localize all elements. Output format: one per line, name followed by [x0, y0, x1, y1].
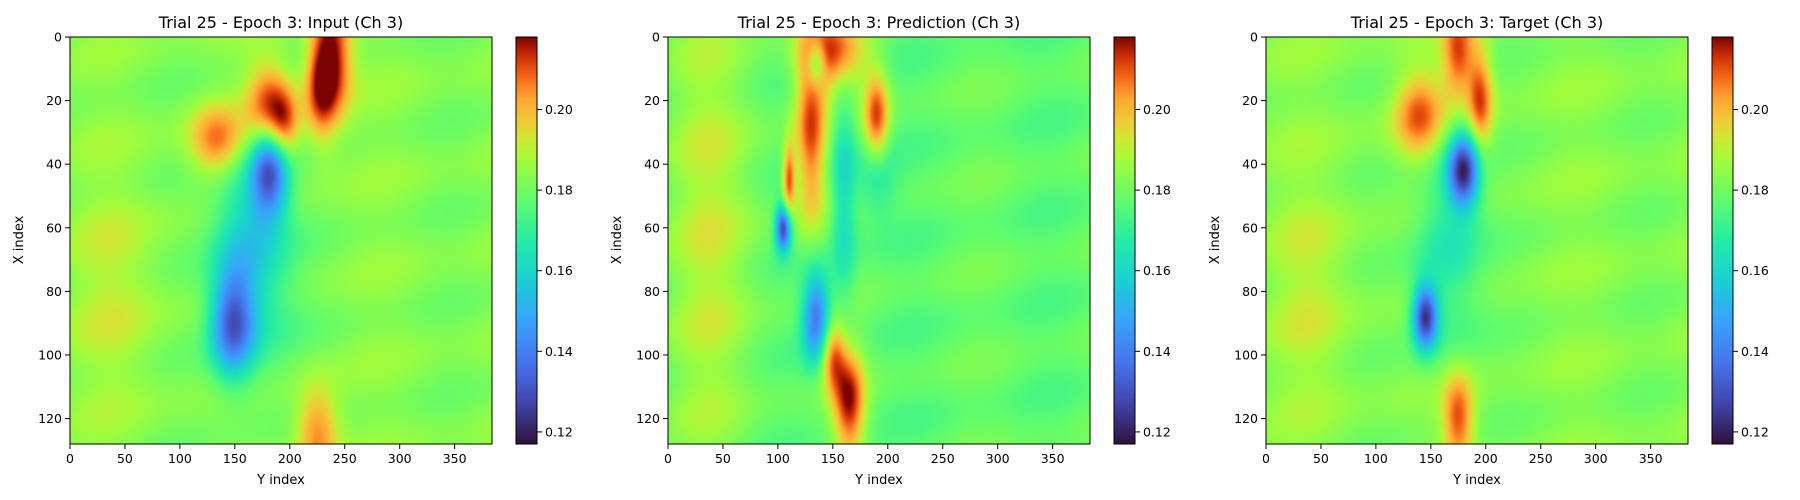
- y-tick-label: 0: [652, 30, 660, 45]
- x-axis-label: Y index: [256, 473, 305, 488]
- y-tick-label: 100: [38, 347, 62, 362]
- y-tick-label: 0: [54, 30, 62, 45]
- y-tick-label: 80: [1242, 284, 1258, 299]
- heatmap-image: [1266, 37, 1688, 444]
- y-tick-label: 120: [636, 411, 660, 426]
- x-tick-label: 0: [66, 451, 74, 466]
- x-tick-label: 50: [117, 451, 133, 466]
- panel-title: Trial 25 - Epoch 3: Target (Ch 3): [1350, 13, 1603, 32]
- colorbar-tick-label: 0.18: [1143, 183, 1171, 198]
- colorbar-tick-label: 0.16: [545, 263, 573, 278]
- x-axis-label: Y index: [1452, 473, 1501, 488]
- panel-title: Trial 25 - Epoch 3: Prediction (Ch 3): [737, 13, 1020, 32]
- colorbar-tick-label: 0.20: [545, 102, 573, 117]
- x-tick-label: 300: [388, 451, 412, 466]
- x-tick-label: 50: [715, 451, 731, 466]
- colorbar-tick-label: 0.14: [1143, 344, 1171, 359]
- colorbar-tick-label: 0.18: [545, 183, 573, 198]
- x-tick-label: 0: [1262, 451, 1270, 466]
- x-tick-label: 100: [766, 451, 790, 466]
- y-tick-label: 60: [1242, 220, 1258, 235]
- x-tick-label: 250: [333, 451, 357, 466]
- x-tick-label: 100: [168, 451, 192, 466]
- colorbar: 0.12 0.14 0.16 0.18 0.20: [1113, 36, 1171, 445]
- plot-frame: [69, 36, 493, 445]
- x-tick-label: 350: [443, 451, 467, 466]
- colorbar-tick-label: 0.12: [1741, 424, 1769, 439]
- colorbar-frame: [515, 36, 538, 445]
- x-tick-label: 100: [1364, 451, 1388, 466]
- colorbar-tick-label: 0.14: [545, 344, 573, 359]
- x-tick-label: 50: [1313, 451, 1329, 466]
- y-tick-label: 20: [46, 93, 62, 108]
- x-tick-label: 350: [1639, 451, 1663, 466]
- x-tick-label: 150: [1419, 451, 1443, 466]
- colorbar-tick-label: 0.12: [545, 424, 573, 439]
- x-tick-label: 150: [223, 451, 247, 466]
- y-tick-label: 60: [644, 220, 660, 235]
- y-ticks: 0 20 40 60 80 100 120: [1234, 30, 1266, 426]
- y-tick-label: 40: [644, 157, 660, 172]
- y-tick-label: 100: [1234, 347, 1258, 362]
- colorbar-gradient: [516, 37, 537, 444]
- x-tick-label: 0: [664, 451, 672, 466]
- colorbar-tick-label: 0.20: [1143, 102, 1171, 117]
- colorbar-tick-label: 0.20: [1741, 102, 1769, 117]
- x-tick-label: 300: [1584, 451, 1608, 466]
- colorbar: 0.12 0.14 0.16 0.18 0.20: [515, 36, 573, 445]
- y-tick-label: 0: [1250, 30, 1258, 45]
- panel-target: Trial 25 - Epoch 3: Target (Ch 3) 0 50 100…: [1208, 13, 1769, 488]
- heatmap-image: [668, 37, 1090, 444]
- colorbar-tick-label: 0.18: [1741, 183, 1769, 198]
- y-tick-label: 40: [1242, 157, 1258, 172]
- x-ticks: 0 50 100 150 200 250 300 350: [1262, 444, 1663, 466]
- panel-title: Trial 25 - Epoch 3: Input (Ch 3): [158, 13, 403, 32]
- y-axis-label: X index: [1208, 215, 1223, 264]
- y-ticks: 0 20 40 60 80 100 120: [38, 30, 70, 426]
- y-tick-label: 20: [644, 93, 660, 108]
- y-tick-label: 80: [46, 284, 62, 299]
- x-tick-label: 350: [1041, 451, 1065, 466]
- x-tick-label: 200: [876, 451, 900, 466]
- y-tick-label: 40: [46, 157, 62, 172]
- y-axis-label: X index: [610, 215, 625, 264]
- y-tick-label: 120: [38, 411, 62, 426]
- colorbar-gradient: [1712, 37, 1733, 444]
- y-ticks: 0 20 40 60 80 100 120: [636, 30, 668, 426]
- x-tick-label: 250: [931, 451, 955, 466]
- colorbar-frame: [1113, 36, 1136, 445]
- colorbar-frame: [1711, 36, 1734, 445]
- plot-frame: [1265, 36, 1689, 445]
- x-ticks: 0 50 100 150 200 250 300 350: [664, 444, 1065, 466]
- x-tick-label: 200: [278, 451, 302, 466]
- y-tick-label: 120: [1234, 411, 1258, 426]
- colorbar-tick-label: 0.14: [1741, 344, 1769, 359]
- panel-prediction: Trial 25 - Epoch 3: Prediction (Ch 3) 0 5…: [610, 13, 1171, 488]
- colorbar-tick-label: 0.12: [1143, 424, 1171, 439]
- y-tick-label: 60: [46, 220, 62, 235]
- x-tick-label: 300: [986, 451, 1010, 466]
- heatmap-image: [70, 37, 492, 444]
- colorbar: 0.12 0.14 0.16 0.18 0.20: [1711, 36, 1769, 445]
- plot-frame: [667, 36, 1091, 445]
- colorbar-tick-label: 0.16: [1143, 263, 1171, 278]
- y-tick-label: 100: [636, 347, 660, 362]
- x-ticks: 0 50 100 150 200 250 300 350: [66, 444, 467, 466]
- x-tick-label: 200: [1474, 451, 1498, 466]
- colorbar-tick-label: 0.16: [1741, 263, 1769, 278]
- y-tick-label: 20: [1242, 93, 1258, 108]
- y-axis-label: X index: [12, 215, 27, 264]
- panel-input: Trial 25 - Epoch 3: Input (Ch 3) 0 50 100 1…: [12, 13, 573, 488]
- x-axis-label: Y index: [854, 473, 903, 488]
- y-tick-label: 80: [644, 284, 660, 299]
- x-tick-label: 250: [1529, 451, 1553, 466]
- colorbar-gradient: [1114, 37, 1135, 444]
- x-tick-label: 150: [821, 451, 845, 466]
